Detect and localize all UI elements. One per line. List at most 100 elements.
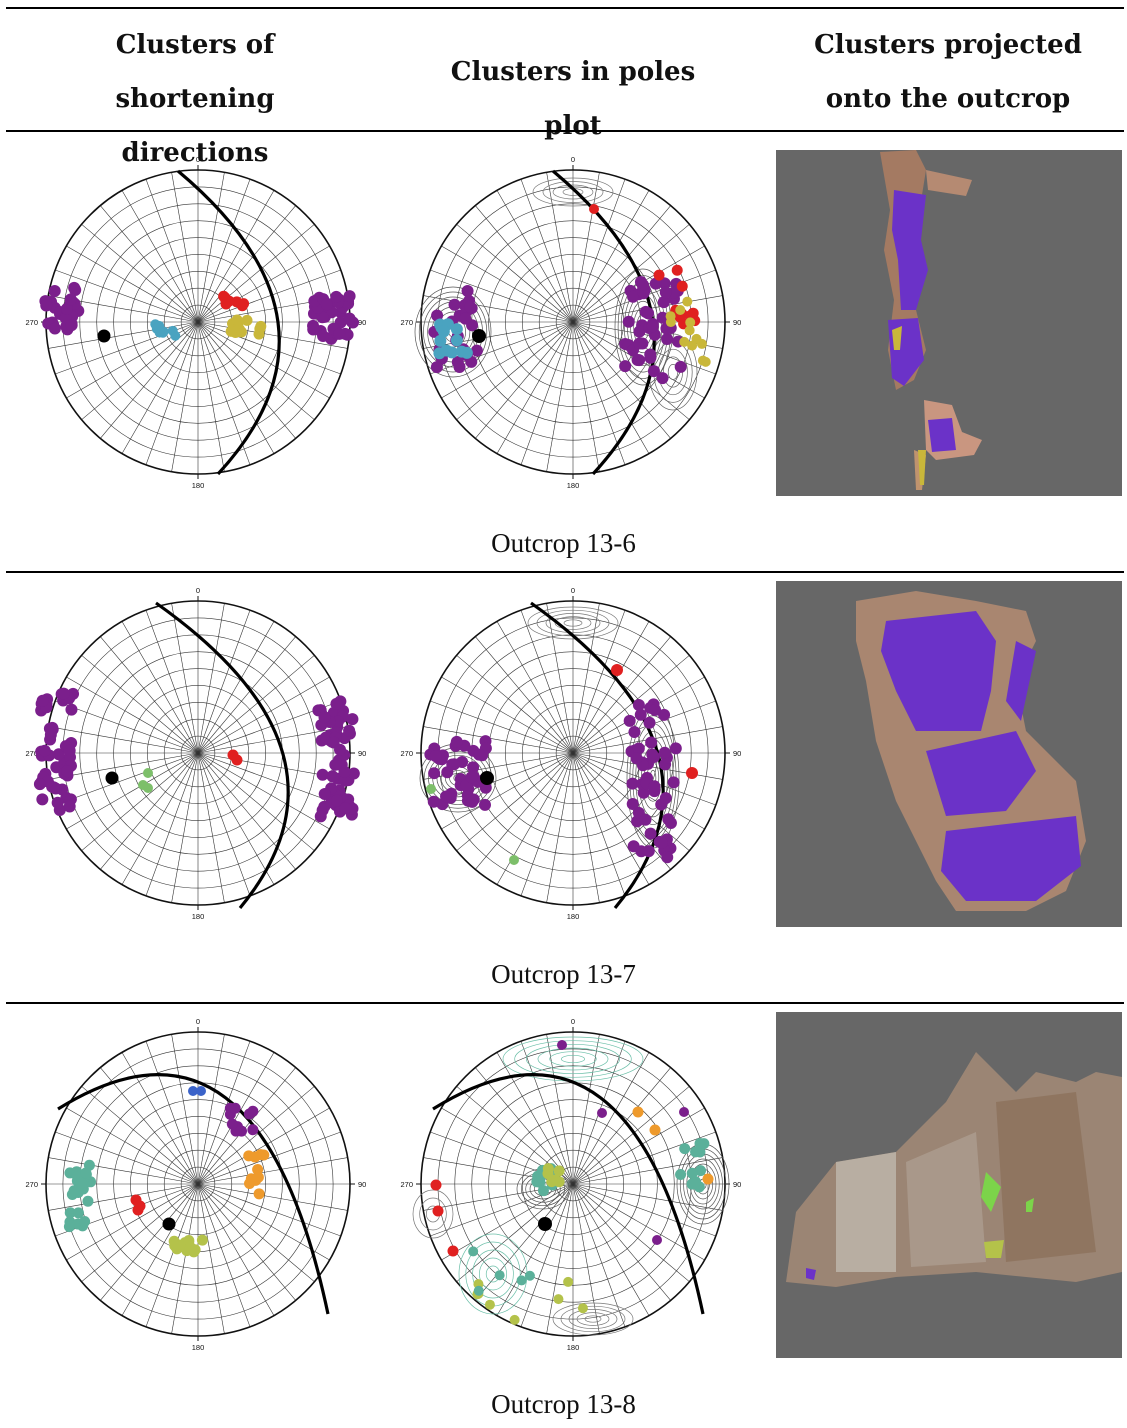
- cluster-point: [636, 278, 649, 291]
- cluster-point: [563, 1276, 574, 1287]
- cluster-point: [65, 319, 78, 332]
- azimuth-label-west: 270: [25, 1180, 38, 1189]
- cluster-point: [631, 354, 644, 367]
- outcrop-image-13-8: [776, 1012, 1122, 1358]
- cluster-point: [79, 1216, 91, 1228]
- cluster-point: [231, 754, 243, 766]
- density-contour: [418, 291, 488, 373]
- cluster-point: [685, 317, 696, 328]
- cluster-point: [97, 329, 111, 343]
- cluster-point: [679, 336, 690, 347]
- cluster-point: [676, 280, 688, 292]
- cluster-point: [647, 365, 660, 378]
- cluster-point: [258, 1149, 270, 1161]
- azimuth-label-south: 180: [567, 1343, 580, 1352]
- cluster-point: [244, 1178, 256, 1190]
- cluster-point: [655, 836, 668, 849]
- cluster-point: [700, 356, 711, 367]
- cluster-point: [231, 314, 243, 326]
- cluster-point: [434, 334, 447, 347]
- azimuth-label-south: 180: [192, 481, 205, 490]
- cluster-point: [143, 768, 153, 778]
- cluster-point: [253, 328, 265, 340]
- cluster-point: [464, 300, 477, 313]
- cluster-point: [695, 1165, 707, 1177]
- cluster-point: [316, 311, 329, 324]
- cluster-point: [426, 784, 436, 794]
- cluster-point: [441, 766, 454, 779]
- density-contour: [412, 1189, 454, 1239]
- cluster-point: [646, 748, 659, 761]
- cluster-point: [484, 1299, 495, 1310]
- cluster-point: [675, 1169, 687, 1181]
- cluster-point: [44, 728, 57, 741]
- density-contour: [560, 1054, 586, 1064]
- density-contour: [525, 1043, 621, 1075]
- cluster-point: [628, 726, 641, 739]
- cluster-point: [461, 285, 474, 298]
- azimuth-label-north: 0: [196, 155, 200, 164]
- stereonet-shortening-13-6: 0 90 180 270: [25, 155, 366, 490]
- cluster-point: [473, 748, 486, 761]
- mean-plane-great-circle: [530, 601, 665, 910]
- density-contour: [472, 1249, 514, 1299]
- cluster-point: [162, 1217, 176, 1231]
- azimuth-label-south: 180: [567, 481, 580, 490]
- cluster-point: [509, 1314, 520, 1325]
- cluster-point: [445, 346, 458, 359]
- cluster-point: [105, 771, 119, 785]
- cluster-point: [597, 1108, 607, 1118]
- cluster-point: [630, 752, 643, 765]
- cluster-point: [57, 687, 70, 700]
- density-contour: [545, 613, 601, 633]
- cluster-point: [684, 325, 695, 336]
- cluster-point: [480, 771, 494, 785]
- cluster-point: [318, 711, 331, 724]
- cluster-point: [243, 1150, 255, 1162]
- cluster-point: [669, 742, 682, 755]
- cluster-point: [627, 840, 640, 853]
- cluster-point: [455, 345, 468, 358]
- cluster-point: [652, 1235, 662, 1245]
- cluster-point: [623, 714, 636, 727]
- cluster-point: [48, 322, 61, 335]
- cluster-point: [334, 743, 347, 756]
- cluster-point: [48, 284, 61, 297]
- density-contour: [414, 286, 492, 378]
- cluster-point: [657, 296, 670, 309]
- density-contour: [552, 184, 594, 200]
- azimuth-label-east: 90: [733, 749, 741, 758]
- cluster-point: [658, 746, 671, 759]
- mean-plane-great-circle: [432, 1073, 705, 1315]
- azimuth-label-east: 90: [358, 1180, 366, 1189]
- cluster-point: [65, 703, 78, 716]
- cluster-point: [679, 1107, 689, 1117]
- cluster-point: [225, 325, 237, 337]
- cluster-point: [253, 1188, 265, 1200]
- density-contour: [563, 619, 583, 627]
- azimuth-label-west: 270: [25, 318, 38, 327]
- cluster-point: [448, 758, 461, 771]
- cluster-point: [326, 770, 339, 783]
- cluster-point: [671, 264, 683, 276]
- cluster-point: [82, 1195, 94, 1207]
- cluster-point: [656, 311, 669, 324]
- cluster-point: [346, 713, 359, 726]
- stereonet-poles-13-6: 0 90 180 270: [400, 155, 741, 490]
- cluster-point: [661, 333, 674, 346]
- cluster-point: [330, 290, 343, 303]
- cluster-point: [318, 787, 331, 800]
- cluster-point: [316, 768, 329, 781]
- caption-outcrop-13-8: Outcrop 13-8: [491, 1389, 636, 1419]
- cluster-point: [132, 1204, 144, 1216]
- cluster-point: [450, 735, 463, 748]
- cluster-point: [658, 277, 671, 290]
- cluster-point: [252, 1171, 264, 1183]
- azimuth-label-east: 90: [733, 318, 741, 327]
- cluster-point: [465, 771, 478, 784]
- cluster-point: [317, 329, 330, 342]
- cluster-point: [63, 800, 76, 813]
- cluster-point: [632, 1106, 644, 1118]
- stereonet-poles-13-7: 0 90 180 270: [400, 586, 741, 921]
- cluster-point: [553, 1165, 565, 1177]
